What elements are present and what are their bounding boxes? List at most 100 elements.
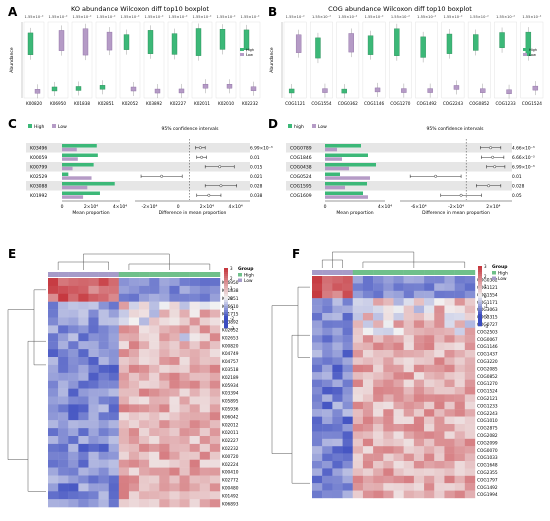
row-label: K05936 [222,407,239,413]
pvalue-label: 1.55×10⁻² [365,15,384,19]
title-a: KO abundance Wilcoxon diff top10 boxplot [71,5,209,13]
heatmap-cell [312,468,323,476]
heatmap-cell [464,305,476,314]
heatmap-cell [383,401,394,410]
heatmap-cell [322,475,333,484]
heatmap-cell [98,475,109,484]
heatmap-cell [169,499,180,508]
heatmap-cell [393,401,404,410]
heatmap-cell [342,409,353,417]
heatmap-cell [179,317,190,326]
heatmap-cell [209,388,221,397]
scale-bar-segment [478,304,482,307]
heatmap-cell [352,468,364,476]
heatmap-cell [403,409,415,417]
heatmap-cell [352,313,364,321]
heatmap-cell [209,420,221,429]
heatmap-cell [78,428,89,437]
heatmap-cell [58,483,69,492]
heatmap-cell [179,459,190,468]
heatmap-cell [332,490,343,499]
heatmap-cell [454,276,466,284]
group-annotation-cell [149,272,160,277]
heatmap-cell [209,436,221,445]
heatmap-cell [149,491,160,500]
box-frame [283,21,307,99]
heatmap-cell [88,309,99,318]
heatmap-cell [58,333,69,342]
heatmap-cell [434,461,445,469]
heatmap-cell [322,431,333,439]
heatmap-cell [464,446,476,454]
heatmap-cell [209,301,221,310]
heatmap-cell [58,285,69,294]
heatmap-cell [199,364,211,373]
heatmap-cell [373,468,384,476]
heatmap-cell [362,387,374,395]
heatmap-cell [189,349,200,358]
heatmap-cell [108,459,120,468]
heatmap-cell [352,320,364,328]
heatmap-cell [209,483,221,492]
heatmap-cell [169,349,180,358]
heatmap-cell [199,420,211,429]
heatmap-cell [434,483,445,491]
heatmap-cell [199,372,211,381]
heatmap-cell [108,285,120,294]
heatmap-cell [108,309,120,318]
heatmap-cell [413,320,425,328]
column-dendrogram [332,251,415,268]
scale-tick: 1 [230,286,233,291]
heatmap-cell [189,285,200,294]
panel-label-c: C [8,117,17,131]
heatmap-cell [342,276,353,284]
heatmap-cell [139,436,150,445]
heatmap-cell [322,342,333,351]
heatmap-cell [189,491,200,500]
scale-bar-segment [478,318,482,321]
heatmap-cell [108,341,120,350]
heatmap-cell [98,341,109,350]
heatmap-cell [322,394,333,402]
heatmap-cell [48,459,59,468]
heatmap-cell [199,412,211,421]
heatmap-cell [108,451,120,460]
heatmap-cell [179,333,190,342]
heatmap-cell [434,416,445,425]
heatmap-cell [179,404,190,413]
heatmap-cell [88,412,99,421]
heatmap-cell [98,420,109,429]
heatmap-cell [454,313,466,321]
heatmap-cell [108,420,120,429]
heatmap-cell [128,301,140,310]
heatmap-cell [209,499,221,508]
heatmap-cell [403,401,415,410]
row-band [26,181,250,191]
heatmap-cell [179,380,190,389]
heatmap-cell [118,301,130,310]
heatmap-cell [159,396,170,405]
heatmap-cell [393,276,404,284]
heatmap-cell [342,490,353,499]
heatmap-cell [332,483,343,491]
row-label: K02011 [222,430,239,436]
heatmap-cell [199,443,211,452]
heatmap-cell [403,379,415,388]
legend-label-low: Low [246,53,253,57]
heatmap-cell [413,394,425,402]
heatmap-cell [332,276,343,284]
heatmap-cell [199,285,211,294]
heatmap-cell [128,404,140,413]
heatmap-cell [342,475,353,484]
heatmap-cell [108,293,120,302]
heatmap-cell [373,446,384,454]
heatmap-cell [88,357,99,366]
scale-bar-segment [224,278,228,281]
heatmap-cell [393,283,404,291]
heatmap-cell [179,499,190,508]
row-label: COG2503 [477,329,498,335]
scale-bar-segment [478,282,482,285]
group-annotation-cell [108,272,120,277]
box-high [147,30,154,54]
